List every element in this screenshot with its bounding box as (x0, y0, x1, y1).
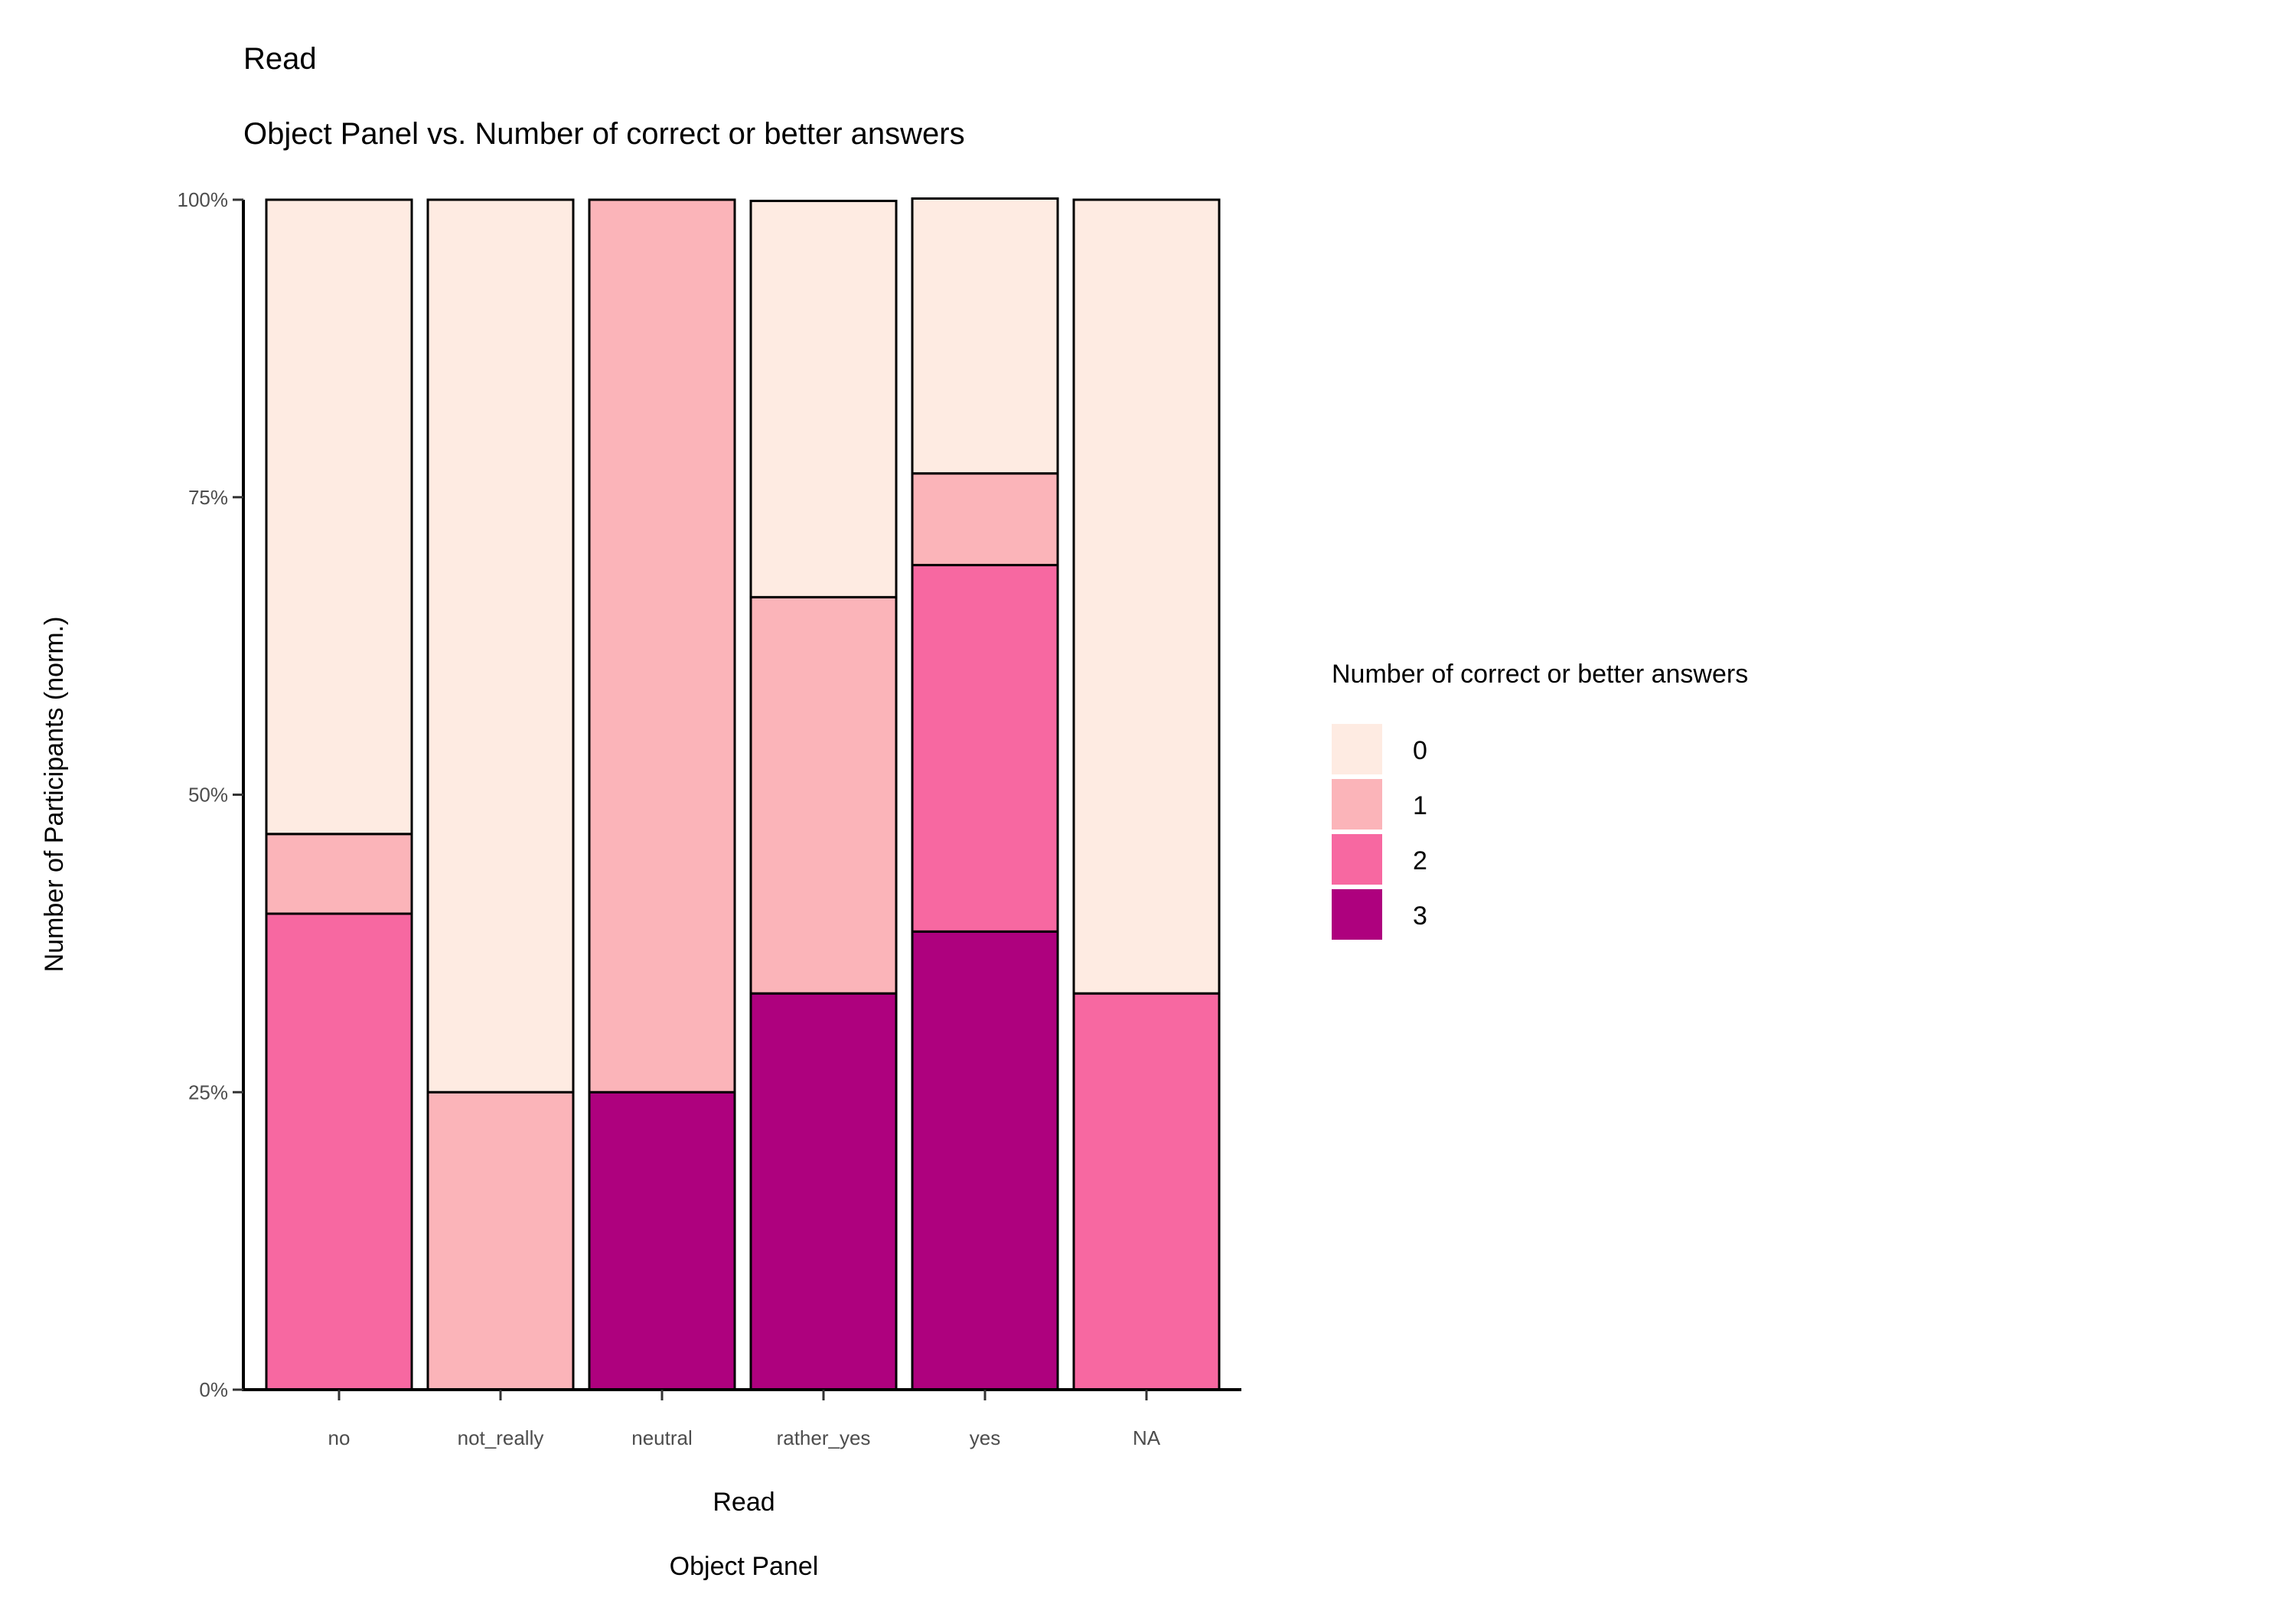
legend-label-2: 2 (1413, 846, 1427, 875)
y-axis-ticks: 0% 25% 50% 75% 100% (178, 188, 243, 1401)
legend-title: Number of correct or better answers (1332, 660, 1748, 689)
x-axis-title: Read (713, 1488, 775, 1517)
bar-segment-yes-0 (911, 197, 1059, 475)
y-tick-label: 0% (199, 1378, 228, 1401)
x-tick-label: neutral (631, 1426, 693, 1449)
bar-segment-rather_yes-0 (749, 200, 898, 598)
bar-segment-yes-1 (911, 472, 1059, 566)
chart-title: Read (243, 42, 317, 76)
legend-swatch-2 (1332, 834, 1382, 885)
bar-segment-yes-2 (911, 563, 1059, 933)
chart-subtitle: Object Panel vs. Number of correct or be… (243, 117, 965, 151)
x-tick-label: not_really (458, 1426, 544, 1449)
legend-label-3: 3 (1413, 901, 1427, 931)
bar-segment-rather_yes-3 (749, 992, 898, 1391)
bar-segment-NA-0 (1072, 198, 1221, 995)
x-tick-label: rather_yes (777, 1426, 871, 1449)
bar-segment-neutral-3 (588, 1090, 736, 1391)
x-tick-label: NA (1133, 1426, 1161, 1449)
y-tick-label: 50% (188, 784, 228, 807)
x-axis-title-line2: Object Panel (670, 1552, 819, 1581)
bar-segment-no-1 (265, 833, 413, 915)
plot-area (265, 197, 1221, 1391)
bar-segment-neutral-1 (588, 198, 736, 1094)
bar-segment-yes-3 (911, 930, 1059, 1391)
y-tick-label: 100% (178, 188, 229, 211)
legend-label-0: 0 (1413, 736, 1427, 765)
legend-label-1: 1 (1413, 791, 1427, 820)
x-axis-ticks: no not_really neutral rather_yes yes NA (328, 1390, 1161, 1449)
bar-segment-not_really-0 (426, 198, 575, 1094)
bar-segment-rather_yes-1 (749, 595, 898, 995)
bar-segment-not_really-1 (426, 1090, 575, 1391)
x-tick-label: yes (970, 1426, 1000, 1449)
legend-swatch-1 (1332, 779, 1382, 830)
bar-segment-no-0 (265, 198, 413, 836)
bar-segment-no-2 (265, 912, 413, 1391)
legend: Number of correct or better answers 0 1 2 3 (1332, 660, 1748, 940)
y-tick-label: 75% (188, 486, 228, 509)
legend-swatch-0 (1332, 724, 1382, 774)
y-axis-title: Number of Participants (norm.) (40, 617, 69, 973)
y-tick-label: 25% (188, 1081, 228, 1103)
x-tick-label: no (328, 1426, 351, 1449)
legend-swatch-3 (1332, 889, 1382, 940)
bar-segment-NA-2 (1072, 992, 1221, 1391)
